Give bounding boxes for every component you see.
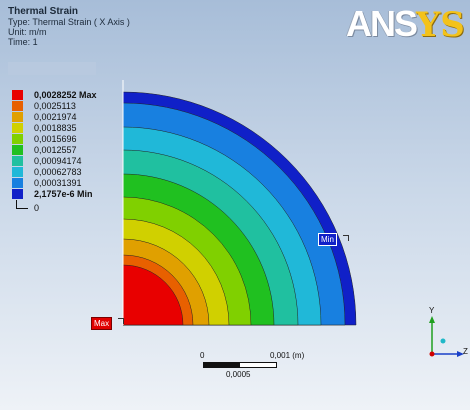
min-probe-pointer: [343, 235, 349, 241]
scale-mid-label: 0,0005: [226, 370, 251, 379]
legend-swatch: [12, 123, 23, 133]
legend-value: 0,0025113: [34, 101, 76, 111]
legend-value: 0,0018835: [34, 123, 77, 133]
scale-left-label: 0: [200, 351, 205, 360]
legend-value: 0,0021974: [34, 112, 77, 122]
legend-value: 2,1757e-6 Min: [34, 189, 93, 199]
legend-swatch: [12, 156, 23, 166]
max-probe-pointer: [118, 318, 124, 324]
legend-swatch: [12, 178, 23, 188]
legend-swatch: [12, 134, 23, 144]
scale-bar-fill: [203, 362, 240, 368]
legend-value: 0,0015696: [34, 134, 77, 144]
legend-zero-label: 0: [34, 203, 40, 213]
min-probe-label[interactable]: Min: [318, 233, 337, 246]
axis-triad[interactable]: Y Z: [412, 306, 468, 366]
logo-an: ANS: [346, 3, 418, 44]
header-empty-field: [8, 62, 96, 75]
legend-swatch: [12, 90, 23, 100]
result-type: Type: Thermal Strain ( X Axis ): [8, 17, 130, 27]
legend-swatch: [12, 112, 23, 122]
legend-value: 0,0028252 Max: [34, 90, 97, 100]
legend-swatch: [12, 167, 23, 177]
contour-bands: [122, 91, 357, 326]
legend-value: 0,00031391: [34, 178, 82, 188]
logo-ys: YS: [416, 5, 465, 45]
result-time: Time: 1: [8, 37, 38, 47]
triad-y-label: Y: [429, 306, 435, 315]
legend-swatch: [12, 189, 23, 199]
max-probe-label[interactable]: Max: [91, 317, 113, 330]
scale-ruler: 0 0,001 (m) 0,0005: [198, 349, 338, 379]
legend-zero-line: [16, 208, 28, 209]
legend-value: 0,00094174: [34, 156, 82, 166]
ansys-logo: ANSYS: [346, 3, 465, 46]
scale-right-label: 0,001 (m): [270, 351, 305, 360]
legend-swatch: [12, 101, 23, 111]
legend-value: 0,0012557: [34, 145, 77, 155]
contour-band: [122, 264, 184, 326]
legend-swatch: [12, 145, 23, 155]
legend-value: 0,00062783: [34, 167, 82, 177]
result-unit: Unit: m/m: [8, 27, 47, 37]
legend-zero-tick: [16, 200, 17, 208]
result-title: Thermal Strain: [8, 6, 79, 17]
triad-z-label: Z: [463, 347, 468, 356]
